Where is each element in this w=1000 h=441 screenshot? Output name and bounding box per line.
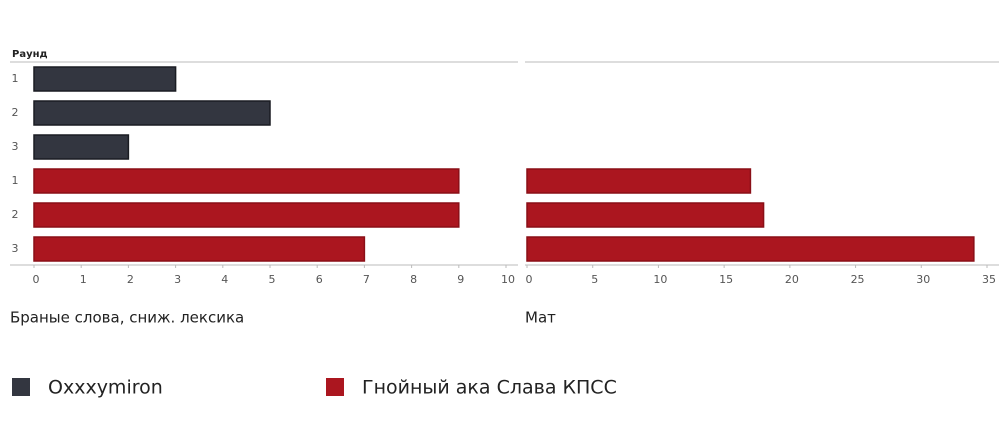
bar	[33, 202, 460, 228]
bar	[33, 236, 366, 262]
x-tick-label: 1	[80, 273, 87, 286]
x-tick-label: 10	[501, 273, 515, 286]
x-axis-title: Мат	[525, 309, 556, 327]
legend-label: Oxxxymiron	[48, 377, 163, 399]
y-tick-label: 3	[12, 140, 19, 153]
x-tick-label: 25	[851, 273, 865, 286]
x-tick-label: 2	[127, 273, 134, 286]
y-tick-label: 1	[12, 72, 19, 85]
y-axis-title: Раунд	[12, 49, 48, 60]
legend-swatch	[12, 378, 30, 396]
x-tick-label: 15	[719, 273, 733, 286]
legend-swatch	[326, 378, 344, 396]
x-tick-label: 9	[457, 273, 464, 286]
bar	[526, 202, 765, 228]
y-tick-label: 2	[12, 106, 19, 119]
x-tick-label: 30	[916, 273, 930, 286]
bar	[526, 168, 752, 194]
x-tick-label: 7	[363, 273, 370, 286]
x-axis-title: Браные слова, сниж. лексика	[10, 309, 244, 327]
x-tick-label: 5	[269, 273, 276, 286]
bar	[33, 168, 460, 194]
y-tick-label: 3	[12, 242, 19, 255]
y-tick-label: 2	[12, 208, 19, 221]
bar	[33, 100, 271, 126]
x-tick-label: 8	[410, 273, 417, 286]
bar	[33, 66, 177, 92]
x-tick-label: 3	[174, 273, 181, 286]
x-tick-label: 0	[526, 273, 533, 286]
x-tick-label: 35	[982, 273, 996, 286]
y-tick-label: 1	[12, 174, 19, 187]
x-tick-label: 4	[221, 273, 228, 286]
x-tick-label: 6	[316, 273, 323, 286]
bar	[33, 134, 130, 160]
x-tick-label: 10	[653, 273, 667, 286]
x-tick-label: 5	[591, 273, 598, 286]
x-tick-label: 20	[785, 273, 799, 286]
legend-label: Гнойный ака Слава КПСС	[362, 377, 617, 399]
bar	[526, 236, 975, 262]
x-tick-label: 0	[33, 273, 40, 286]
